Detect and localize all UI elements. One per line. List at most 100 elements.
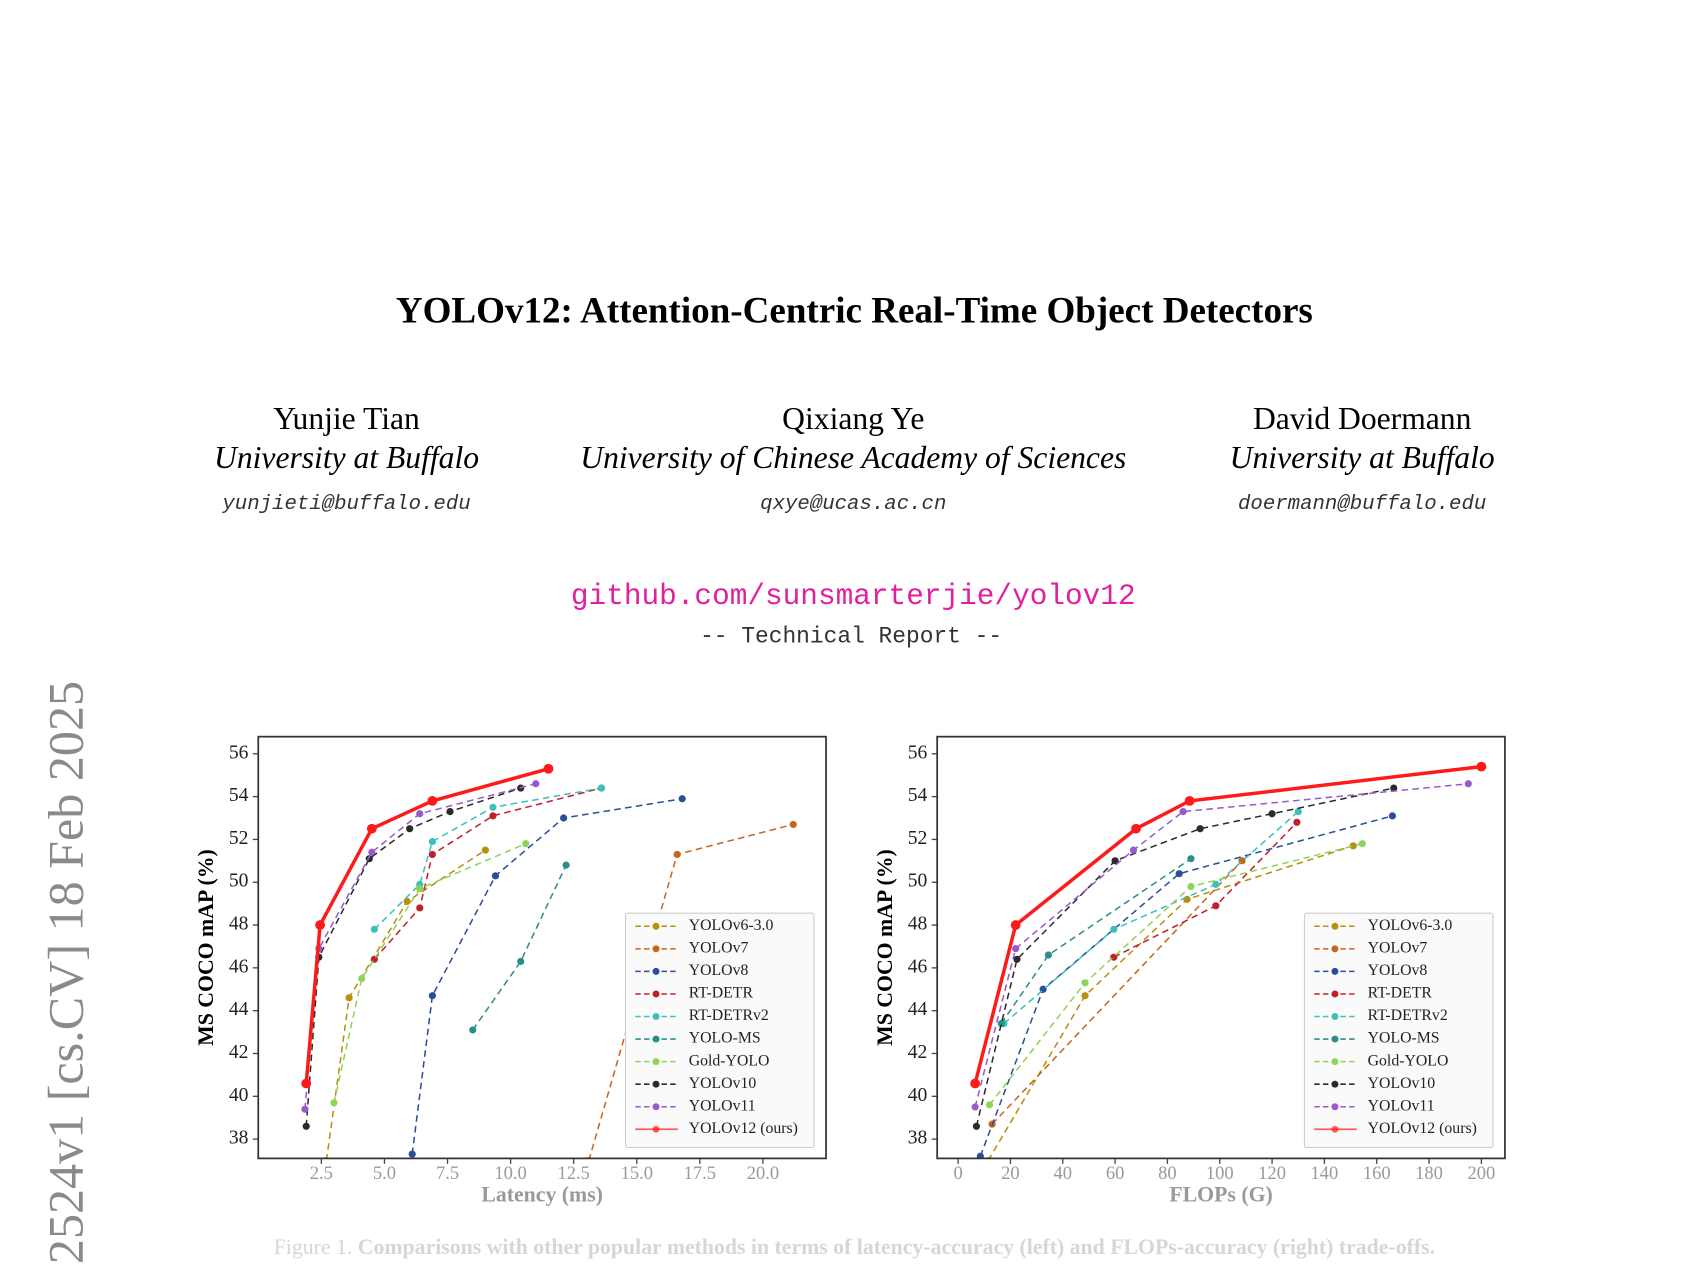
x-tick-label: 12.5 <box>557 1163 589 1184</box>
data-point <box>1187 882 1195 891</box>
data-point <box>1294 807 1302 816</box>
data-point <box>562 861 570 869</box>
legend-marker <box>652 967 660 975</box>
data-point <box>1358 840 1366 848</box>
y-tick-label: 56 <box>908 742 928 763</box>
data-point <box>428 837 436 846</box>
series-line <box>304 767 549 1084</box>
data-point <box>1212 880 1220 888</box>
data-point <box>1081 992 1089 1000</box>
y-tick-label: 50 <box>229 871 249 892</box>
y-tick-label: 48 <box>908 914 928 935</box>
author-email: doermann@buffalo.edu <box>1238 493 1486 516</box>
legend-marker <box>1331 922 1339 930</box>
x-tick-label: 140 <box>1311 1163 1339 1184</box>
caption-label: Figure 1. <box>274 1235 353 1259</box>
author-affiliation: University of Chinese Academy of Science… <box>580 440 1126 475</box>
legend-marker <box>1331 990 1339 998</box>
data-point <box>345 994 353 1002</box>
plot-frame <box>257 735 827 1160</box>
data-point <box>1476 761 1487 772</box>
data-point <box>1131 823 1141 834</box>
series-line <box>988 845 1354 1159</box>
data-point <box>428 850 436 859</box>
data-point <box>559 814 568 822</box>
legend-label: RT-DETR <box>1368 985 1433 1002</box>
legend-marker <box>1331 945 1339 953</box>
legend-label: RT-DETRv2 <box>689 1007 769 1024</box>
legend-label: YOLOv7 <box>1368 939 1428 956</box>
y-tick-label: 46 <box>229 956 249 977</box>
x-tick-label: 20.0 <box>747 1163 779 1184</box>
series-line <box>1000 858 1192 1024</box>
legend-label: YOLOv7 <box>689 939 749 956</box>
series-line <box>975 787 1394 1127</box>
data-point <box>428 992 436 1000</box>
legend-label: RT-DETR <box>689 985 754 1002</box>
repo-link[interactable]: github.com/sunsmarterjie/yolov12 <box>571 580 1136 613</box>
paper-title: YOLOv12: Attention-Centric Real-Time Obj… <box>396 290 1313 331</box>
plot-area <box>970 761 1487 1159</box>
data-point <box>301 1105 309 1113</box>
x-tick-label: 200 <box>1467 1163 1495 1184</box>
data-point <box>416 904 424 912</box>
legend-label: Gold-YOLO <box>1368 1052 1449 1069</box>
data-point <box>370 925 378 933</box>
data-point <box>532 780 540 788</box>
data-point <box>1196 825 1204 833</box>
legend-label: YOLOv6-3.0 <box>1368 917 1453 934</box>
y-tick-label: 42 <box>908 1042 928 1063</box>
plot-frame <box>936 735 1506 1160</box>
series-line <box>304 783 537 1110</box>
x-tick-label: 20 <box>1001 1163 1020 1184</box>
legend-label: YOLOv8 <box>689 962 749 979</box>
data-point <box>972 1122 981 1130</box>
data-point <box>427 795 438 806</box>
series-line <box>373 787 602 930</box>
data-point <box>366 823 377 834</box>
data-point <box>481 846 489 854</box>
data-point <box>985 1101 994 1109</box>
data-point <box>1044 951 1052 959</box>
data-point <box>971 1103 979 1111</box>
data-point <box>489 803 497 811</box>
y-tick-label: 38 <box>908 1128 928 1149</box>
y-axis-label: MS COCO mAP (%) <box>194 849 218 1046</box>
data-point <box>330 1099 338 1107</box>
data-point <box>406 825 414 833</box>
x-tick-label: 120 <box>1258 1163 1286 1184</box>
data-point <box>358 974 366 983</box>
authors: Yunjie Tian University at Buffalo yunjieti… <box>214 401 1495 516</box>
data-point <box>673 850 681 859</box>
data-point <box>1464 780 1472 788</box>
data-point <box>543 763 554 774</box>
x-tick-label: 2.5 <box>310 1163 333 1184</box>
x-tick-label: 17.5 <box>684 1163 716 1184</box>
series-line <box>991 860 1243 1125</box>
data-point <box>491 872 500 880</box>
data-point <box>489 812 497 820</box>
report-label: -- Technical Report -- <box>700 623 1002 649</box>
author-name: Yunjie Tian <box>273 401 420 436</box>
data-point <box>469 1026 477 1034</box>
legend-marker <box>652 1103 660 1111</box>
data-point <box>1110 925 1118 933</box>
data-point <box>301 1078 312 1089</box>
data-point <box>517 957 525 966</box>
author-email: yunjieti@buffalo.edu <box>221 493 470 516</box>
legend-marker <box>1331 1058 1339 1066</box>
legend-marker <box>1331 1035 1339 1043</box>
legend-label: YOLOv6-3.0 <box>689 917 774 934</box>
data-point <box>416 885 424 893</box>
series-line <box>1003 811 1299 1025</box>
legend-label: YOLO-MS <box>1368 1030 1440 1047</box>
data-point <box>1013 955 1021 963</box>
data-point <box>997 1019 1005 1028</box>
data-point <box>1129 846 1138 854</box>
legend-label: YOLO-MS <box>689 1030 761 1047</box>
x-tick-label: 10.0 <box>494 1163 526 1184</box>
legend-marker <box>652 1058 660 1066</box>
data-point <box>1187 855 1195 863</box>
data-point <box>1111 857 1119 865</box>
